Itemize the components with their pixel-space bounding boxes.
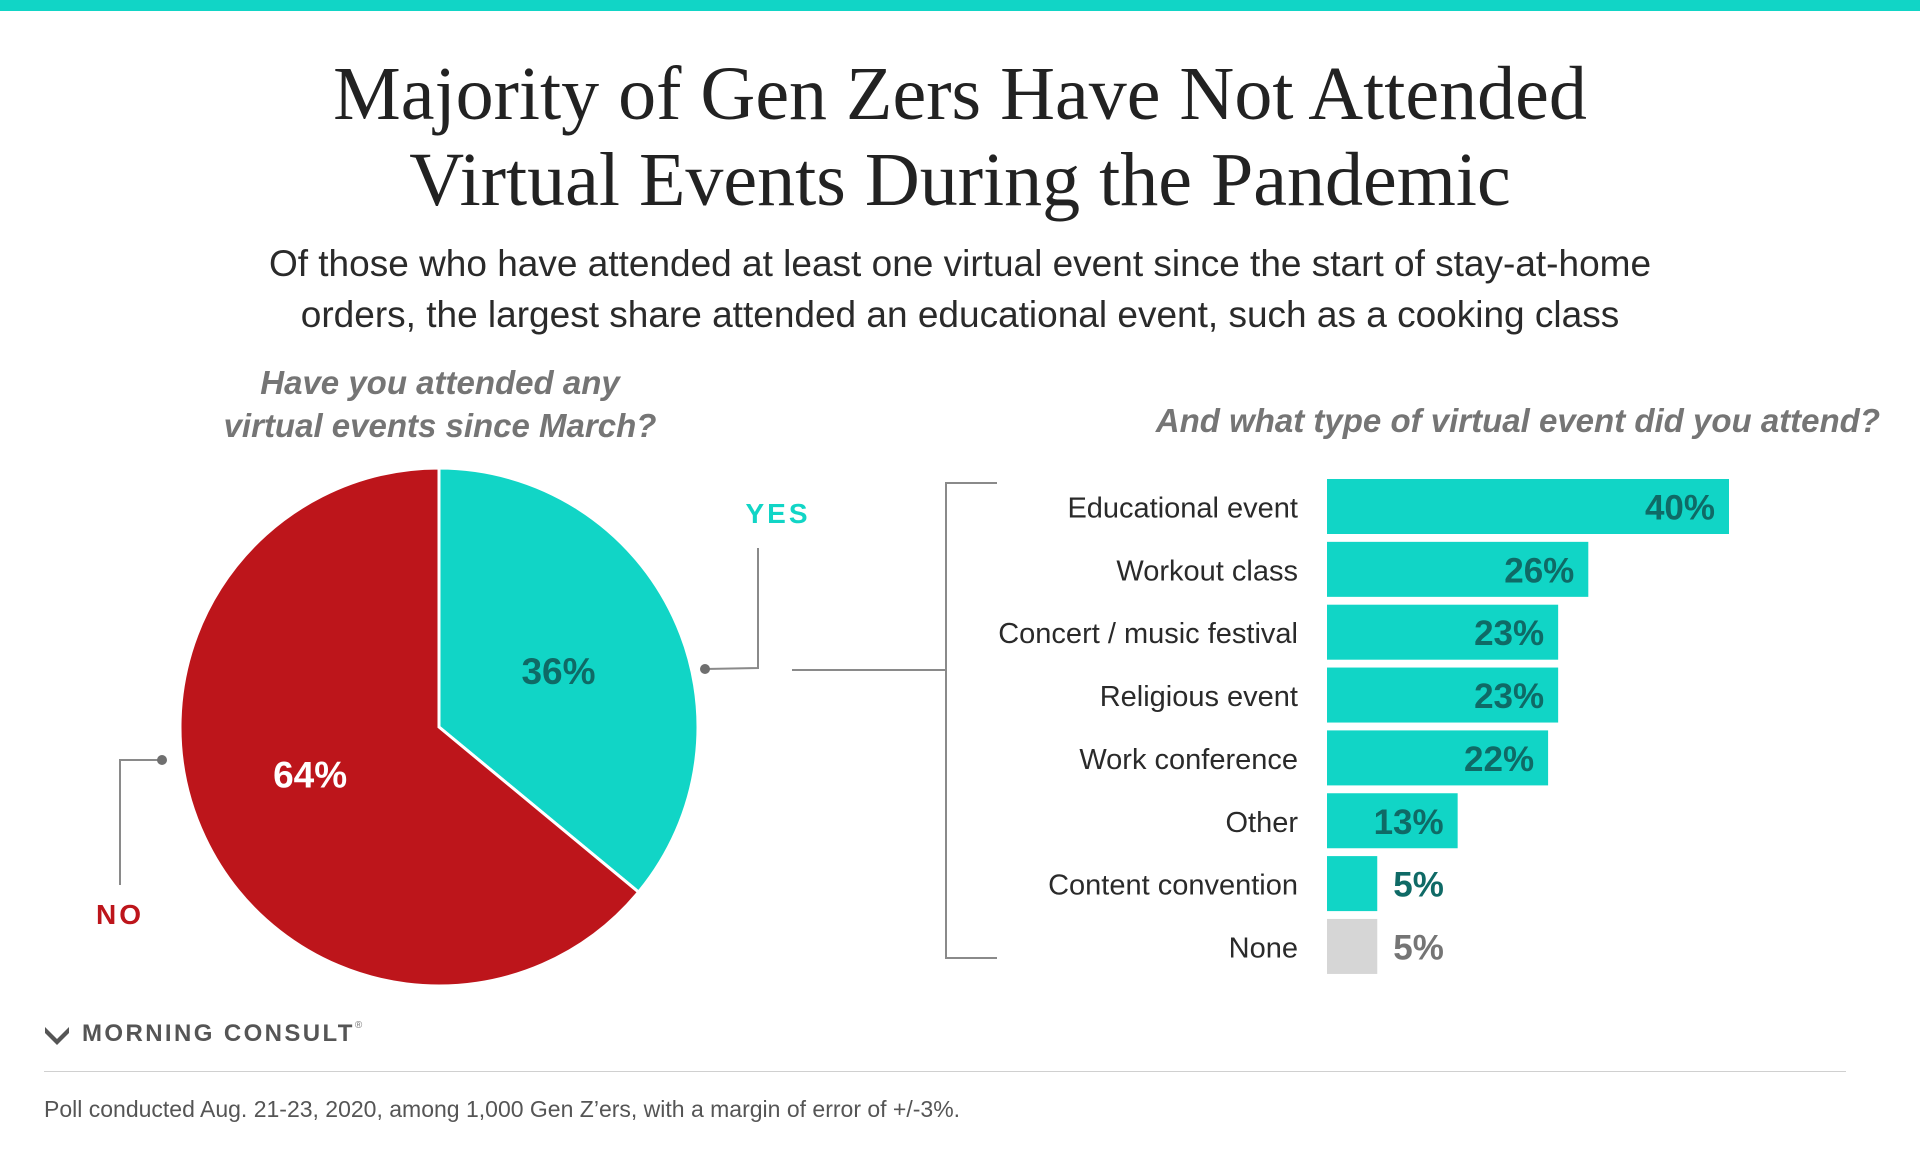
bar-question: And what type of virtual event did you a…: [1155, 402, 1880, 439]
bar-value-label: 5%: [1393, 866, 1444, 905]
bar: [1327, 793, 1458, 849]
bar: [1327, 667, 1559, 723]
connectors: [119, 482, 997, 959]
bar-value-label: 22%: [1464, 740, 1534, 779]
bar-category-label: Religious event: [1100, 681, 1298, 713]
no-leader-line: [119, 759, 162, 885]
bar-value-label: 26%: [1504, 551, 1574, 590]
pie-chart: 36% 64% YES NO: [96, 466, 810, 988]
yes-leader-line: [704, 548, 759, 670]
bar-value-label: 5%: [1393, 928, 1444, 967]
subtitle-line-2: orders, the largest share attended an ed…: [300, 294, 1620, 335]
brand-registered-mark: ®: [354, 1020, 363, 1031]
pie-question-line-2: virtual events since March?: [223, 406, 657, 444]
bar-category-label: Work conference: [1079, 744, 1298, 776]
bar: [1327, 479, 1729, 534]
morning-consult-logo-icon: [45, 1027, 69, 1045]
bar-category-label: Concert / music festival: [998, 618, 1298, 650]
no-leader-dot: [157, 755, 167, 765]
pie-category-label-yes: YES: [745, 498, 810, 529]
bar-value-label: 23%: [1474, 614, 1544, 653]
brand-logo: MORNING CONSULT ®: [44, 1018, 362, 1050]
bar-category-label: Other: [1225, 807, 1298, 839]
pie-category-label-no: NO: [96, 899, 144, 930]
chart-title-line-2: Virtual Events During the Pandemic: [409, 138, 1511, 222]
bar-category-label: Workout class: [1116, 555, 1298, 587]
bar-category-label: Educational event: [1067, 493, 1298, 525]
bar: [1327, 918, 1378, 974]
pie-value-label-no: 64%: [273, 755, 347, 796]
pie-value-label-yes: 36%: [521, 651, 595, 692]
footer-divider: [44, 1071, 1846, 1072]
pie-slice-no: [178, 466, 641, 988]
bar-category-label: Content convention: [1048, 870, 1298, 902]
subtitle-line-1: Of those who have attended at least one …: [268, 243, 1652, 284]
top-accent-bar: [0, 0, 1920, 11]
bar-chart: Educational event 40% Workout class 26% Conc…: [998, 479, 1729, 974]
brand-name: MORNING CONSULT: [82, 1020, 355, 1047]
bar-value-label: 13%: [1374, 803, 1444, 842]
pie-question-line-1: Have you attended any: [260, 364, 620, 401]
bar: [1327, 730, 1549, 786]
chart-title-line-1: Majority of Gen Zers Have Not Attended: [333, 52, 1587, 136]
bar: [1327, 541, 1589, 597]
pie-slice-yes: [437, 466, 700, 895]
bar: [1327, 604, 1559, 660]
bars-bracket: [945, 482, 997, 959]
bar-value-label: 23%: [1474, 677, 1544, 716]
bar-category-label: None: [1229, 932, 1298, 964]
footnote: Poll conducted Aug. 21-23, 2020, among 1…: [44, 1096, 961, 1122]
pie-question: Have you attended any virtual events sin…: [150, 362, 730, 448]
yes-leader-dot: [700, 664, 710, 674]
bar: [1327, 856, 1378, 912]
bar-value-label: 40%: [1645, 489, 1715, 528]
